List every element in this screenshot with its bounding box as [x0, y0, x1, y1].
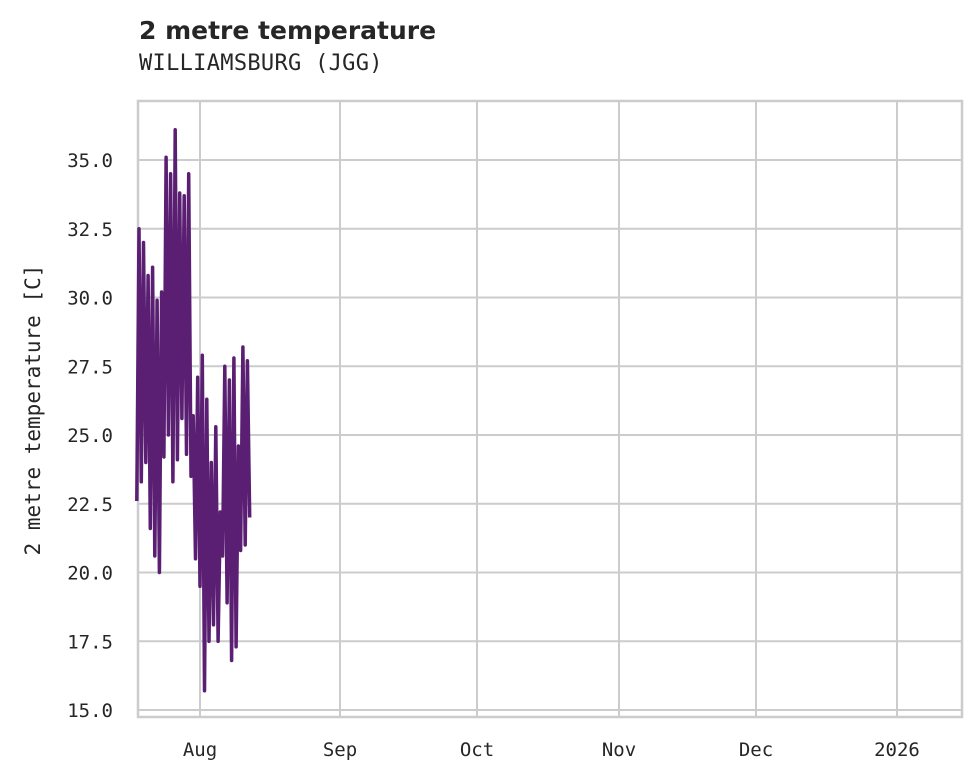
grid-lines [138, 101, 962, 717]
y-axis-label: 2 metre temperature [C] [21, 265, 45, 556]
x-tick-label: Nov [602, 739, 636, 761]
chart-title: 2 metre temperature [139, 16, 437, 45]
plot-frame [136, 99, 964, 719]
chart-subtitle: WILLIAMSBURG (JGG) [139, 51, 383, 76]
x-tick-label: Oct [460, 739, 494, 761]
y-tick-label: 35.0 [67, 150, 113, 172]
x-axis-ticks: Aug Sep Oct Nov Dec 2026 [183, 739, 920, 761]
x-tick-label: 2026 [874, 739, 920, 761]
y-tick-label: 30.0 [67, 288, 113, 310]
y-tick-label: 20.0 [67, 563, 113, 585]
y-tick-label: 25.0 [67, 425, 113, 447]
temperature-series-line [135, 128, 252, 693]
y-tick-label: 17.5 [67, 631, 113, 653]
y-axis-ticks: 15.0 17.5 20.0 22.5 25.0 27.5 30.0 32.5 35.0 [67, 150, 113, 722]
y-tick-label: 22.5 [67, 494, 113, 516]
x-tick-label: Dec [739, 739, 773, 761]
x-tick-label: Aug [183, 739, 217, 761]
y-tick-label: 15.0 [67, 700, 113, 722]
y-tick-label: 27.5 [67, 356, 113, 378]
y-tick-label: 32.5 [67, 219, 113, 241]
x-tick-label: Sep [323, 739, 357, 761]
